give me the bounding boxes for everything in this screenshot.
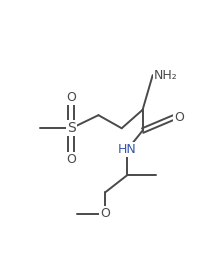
Text: O: O <box>66 153 76 166</box>
Text: O: O <box>174 111 184 124</box>
Text: O: O <box>66 91 76 104</box>
Text: NH₂: NH₂ <box>154 69 177 82</box>
Text: O: O <box>100 207 110 220</box>
Text: HN: HN <box>118 143 137 156</box>
Text: S: S <box>67 121 76 135</box>
